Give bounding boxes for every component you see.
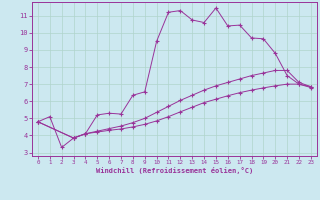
X-axis label: Windchill (Refroidissement éolien,°C): Windchill (Refroidissement éolien,°C)	[96, 167, 253, 174]
